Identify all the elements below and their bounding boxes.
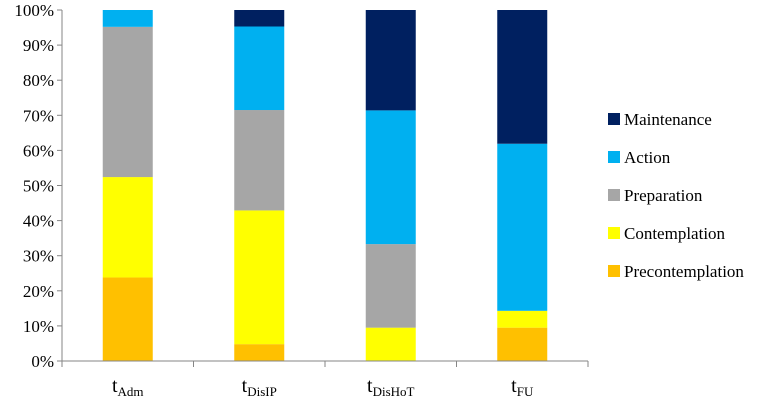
y-tick-label: 100% (14, 1, 54, 20)
y-tick-label: 70% (23, 106, 54, 125)
legend-swatch (608, 151, 620, 163)
bar-segment-preparation (102, 26, 153, 178)
y-tick-label: 0% (31, 352, 54, 371)
bars (102, 10, 548, 361)
y-axis: 0% 10% 20% 30% 40% 50% 60% 70% 80% 90% 100% (14, 1, 63, 371)
bar-segment-action (102, 10, 153, 27)
legend-swatch (608, 227, 620, 239)
bar-segment-contemplation (365, 327, 416, 361)
legend-label: Preparation (624, 186, 703, 205)
legend-label: Precontemplation (624, 262, 744, 281)
x-category-label: tDisIP (242, 375, 277, 399)
y-tick-label: 90% (23, 36, 54, 55)
legend: Maintenance Action Preparation Contemplatio… (608, 110, 744, 281)
bar-segment-precontemplation (497, 327, 548, 361)
y-tick-label: 20% (23, 282, 54, 301)
x-category-label: tFU (511, 375, 534, 399)
y-tick-label: 10% (23, 317, 54, 336)
legend-item-precontemplation: Precontemplation (608, 262, 744, 281)
bar-segment-maintenance (365, 10, 416, 111)
bar-segment-action (497, 143, 548, 311)
legend-label: Action (624, 148, 671, 167)
x-category-label: tDisHoT (367, 375, 415, 399)
bar-segment-contemplation (102, 177, 153, 278)
x-category-label: tAdm (112, 375, 144, 399)
bar-segment-contemplation (497, 310, 548, 328)
legend-label: Contemplation (624, 224, 726, 243)
legend-item-preparation: Preparation (608, 186, 703, 205)
legend-swatch (608, 189, 620, 201)
y-tick-label: 60% (23, 141, 54, 160)
legend-label: Maintenance (624, 110, 712, 129)
x-axis: tAdm tDisIP tDisHoT tFU (61, 360, 589, 399)
bar-segment-precontemplation (102, 277, 153, 361)
bar-segment-precontemplation (234, 344, 285, 361)
y-tick-label: 80% (23, 71, 54, 90)
legend-swatch (608, 265, 620, 277)
bar-segment-maintenance (497, 10, 548, 144)
bar-segment-preparation (234, 110, 285, 211)
legend-item-action: Action (608, 148, 671, 167)
bar-segment-action (365, 110, 416, 245)
legend-item-contemplation: Contemplation (608, 224, 726, 243)
legend-swatch (608, 113, 620, 125)
bar-segment-contemplation (234, 210, 285, 345)
bar-segment-preparation (365, 244, 416, 328)
legend-item-maintenance: Maintenance (608, 110, 712, 129)
y-tick-label: 30% (23, 247, 54, 266)
bar-segment-action (234, 26, 285, 111)
y-tick-label: 50% (23, 177, 54, 196)
y-tick-label: 40% (23, 212, 54, 231)
bar-segment-maintenance (234, 10, 285, 27)
